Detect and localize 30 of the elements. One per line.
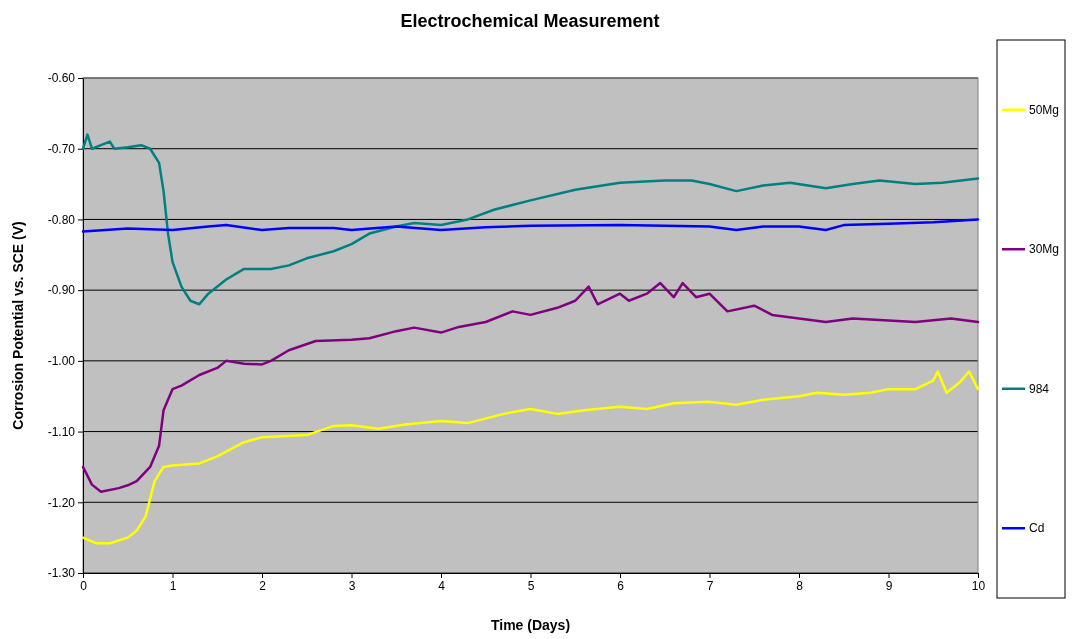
- x-tick-label: 0: [80, 578, 88, 593]
- x-tick-label: 5: [527, 578, 535, 593]
- line-series: [81, 281, 980, 493]
- legend-label: 50Mg: [1029, 102, 1060, 117]
- x-tick-label: 9: [885, 578, 893, 593]
- line-series: [81, 370, 980, 545]
- chart-title: Electrochemical Measurement: [400, 11, 660, 31]
- y-tick-label: -1.00: [47, 354, 76, 369]
- y-tick-label: -0.90: [47, 283, 76, 298]
- y-tick-label: -0.60: [47, 71, 76, 86]
- y-tick-label: -0.80: [47, 212, 76, 227]
- x-tick-label: 1: [169, 578, 177, 593]
- x-tick-label: 10: [971, 578, 986, 593]
- x-tick-label: 2: [259, 578, 267, 593]
- line-series: [81, 133, 980, 306]
- y-tick-label: -1.20: [47, 495, 76, 510]
- x-tick-label: 7: [706, 578, 714, 593]
- y-tick-label: -1.30: [47, 566, 76, 581]
- legend-label: Cd: [1029, 521, 1045, 536]
- x-axis-title: Time (Days): [490, 617, 571, 633]
- y-axis-title: Corrosion Potential vs. SCE (V): [10, 221, 26, 430]
- x-tick-label: 4: [438, 578, 446, 593]
- legend-label: 30Mg: [1029, 242, 1060, 257]
- x-tick-label: 3: [348, 578, 356, 593]
- x-tick-label: 8: [796, 578, 804, 593]
- y-tick-label: -1.10: [47, 424, 76, 439]
- legend-label: 984: [1029, 381, 1050, 396]
- line-series: [81, 218, 980, 233]
- x-tick-label: 6: [617, 578, 625, 593]
- y-tick-label: -0.70: [47, 142, 76, 157]
